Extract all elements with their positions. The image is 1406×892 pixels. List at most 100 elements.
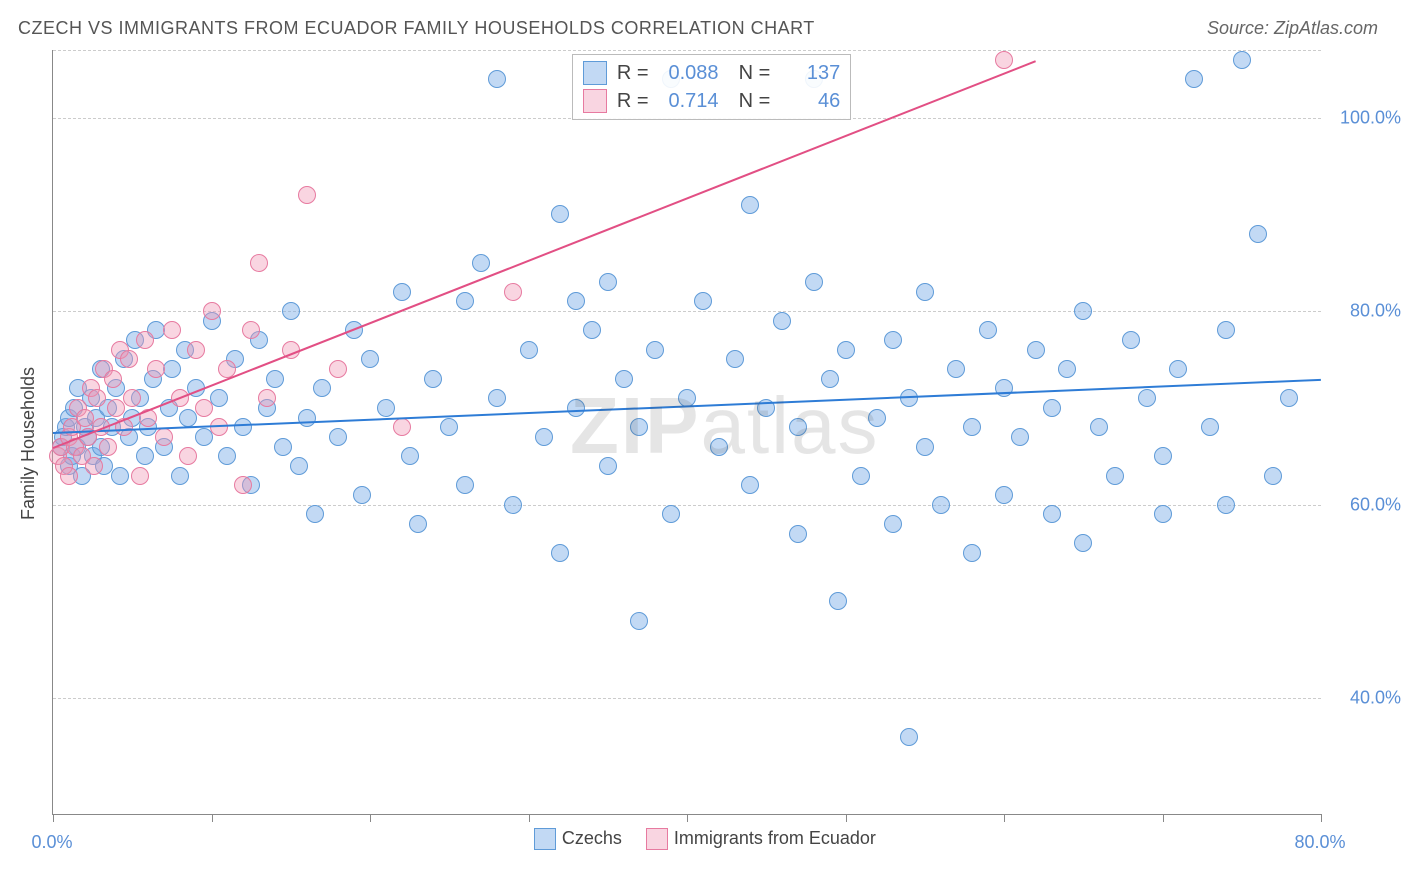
scatter-point [171,467,189,485]
scatter-point [1185,70,1203,88]
scatter-point [210,389,228,407]
scatter-point [1217,321,1235,339]
series-legend-label: Czechs [562,828,622,848]
x-tick [370,814,371,822]
gridline [53,50,1321,51]
scatter-point [195,428,213,446]
legend-r-value: 0.088 [659,59,719,87]
scatter-point [963,544,981,562]
scatter-point [218,447,236,465]
scatter-point [329,360,347,378]
scatter-point [60,467,78,485]
scatter-point [1217,496,1235,514]
legend-n-value: 46 [780,87,840,115]
scatter-point [599,457,617,475]
legend-n-value: 137 [780,59,840,87]
scatter-point [852,467,870,485]
scatter-point [535,428,553,446]
scatter-point [393,418,411,436]
scatter-point [1011,428,1029,446]
scatter-point [234,418,252,436]
scatter-point [567,292,585,310]
scatter-point [963,418,981,436]
scatter-point [615,370,633,388]
scatter-point [995,486,1013,504]
legend-swatch [534,828,556,850]
scatter-point [136,331,154,349]
gridline [53,698,1321,699]
source-label: Source: ZipAtlas.com [1207,18,1378,39]
scatter-point [821,370,839,388]
scatter-point [868,409,886,427]
scatter-point [1106,467,1124,485]
scatter-point [1074,534,1092,552]
legend-r-value: 0.714 [659,87,719,115]
scatter-point [163,321,181,339]
series-legend-item: Czechs [534,828,622,850]
scatter-point [99,438,117,456]
scatter-point [773,312,791,330]
scatter-point [1233,51,1251,69]
scatter-point [203,302,221,320]
scatter-point [916,438,934,456]
scatter-point [599,273,617,291]
x-tick [1163,814,1164,822]
scatter-point [1201,418,1219,436]
scatter-point [995,379,1013,397]
scatter-point [1122,331,1140,349]
scatter-point [329,428,347,446]
scatter-point [131,467,149,485]
scatter-point [440,418,458,436]
scatter-point [1154,447,1172,465]
scatter-point [583,321,601,339]
scatter-point [900,728,918,746]
scatter-point [353,486,371,504]
scatter-point [741,196,759,214]
legend-swatch [583,89,607,113]
scatter-point [979,321,997,339]
scatter-point [947,360,965,378]
scatter-point [488,389,506,407]
scatter-point [646,341,664,359]
scatter-point [290,457,308,475]
gridline [53,311,1321,312]
scatter-point [195,399,213,417]
plot-area: 40.0%60.0%80.0%100.0% [52,50,1321,815]
scatter-point [1058,360,1076,378]
scatter-point [837,341,855,359]
scatter-point [258,389,276,407]
scatter-point [1154,505,1172,523]
chart-title: CZECH VS IMMIGRANTS FROM ECUADOR FAMILY … [18,18,815,39]
scatter-point [401,447,419,465]
trend-line [53,379,1321,434]
scatter-point [111,467,129,485]
scatter-point [179,409,197,427]
scatter-point [250,254,268,272]
scatter-point [662,505,680,523]
scatter-point [488,70,506,88]
scatter-point [630,612,648,630]
scatter-point [107,399,125,417]
scatter-point [726,350,744,368]
stats-legend: R =0.088N =137R =0.714N =46 [572,54,851,120]
x-tick [1321,814,1322,822]
scatter-point [1169,360,1187,378]
y-tick-label: 100.0% [1331,107,1401,128]
scatter-point [916,283,934,301]
scatter-point [884,515,902,533]
scatter-point [504,283,522,301]
scatter-point [551,205,569,223]
scatter-point [313,379,331,397]
y-tick-label: 80.0% [1331,301,1401,322]
x-tick [529,814,530,822]
legend-r-label: R = [617,59,649,87]
scatter-point [274,438,292,456]
scatter-point [306,505,324,523]
x-tick [687,814,688,822]
scatter-point [1264,467,1282,485]
scatter-point [136,447,154,465]
scatter-point [282,302,300,320]
scatter-point [187,341,205,359]
scatter-point [85,457,103,475]
scatter-point [393,283,411,301]
